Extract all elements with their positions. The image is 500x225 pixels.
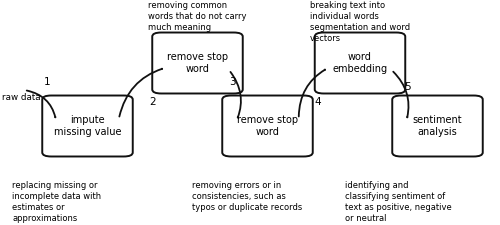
Text: 1: 1 <box>44 77 51 87</box>
Text: remove stop
word: remove stop word <box>167 52 228 74</box>
Text: remove stop
word: remove stop word <box>237 115 298 137</box>
Text: 3: 3 <box>229 77 236 87</box>
Text: removing common
words that do not carry
much meaning: removing common words that do not carry … <box>148 1 246 32</box>
Text: raw data: raw data <box>2 93 41 102</box>
Text: replacing missing or
incomplete data with
estimates or
approximations: replacing missing or incomplete data wit… <box>12 181 102 223</box>
FancyBboxPatch shape <box>152 33 243 93</box>
Text: sentiment
analysis: sentiment analysis <box>412 115 463 137</box>
Text: word
embedding: word embedding <box>332 52 388 74</box>
FancyBboxPatch shape <box>222 96 313 157</box>
Text: 2: 2 <box>149 97 156 107</box>
Text: identifying and
classifying sentiment of
text as positive, negative
or neutral: identifying and classifying sentiment of… <box>345 181 452 223</box>
FancyBboxPatch shape <box>42 96 132 157</box>
Text: breaking text into
individual words
segmentation and word
vectors: breaking text into individual words segm… <box>310 1 410 43</box>
Text: 5: 5 <box>404 82 411 92</box>
FancyBboxPatch shape <box>392 96 483 157</box>
FancyBboxPatch shape <box>315 33 405 93</box>
Text: 4: 4 <box>314 97 321 107</box>
Text: impute
missing value: impute missing value <box>54 115 121 137</box>
Text: removing errors or in
consistencies, such as
typos or duplicate records: removing errors or in consistencies, suc… <box>192 181 303 212</box>
